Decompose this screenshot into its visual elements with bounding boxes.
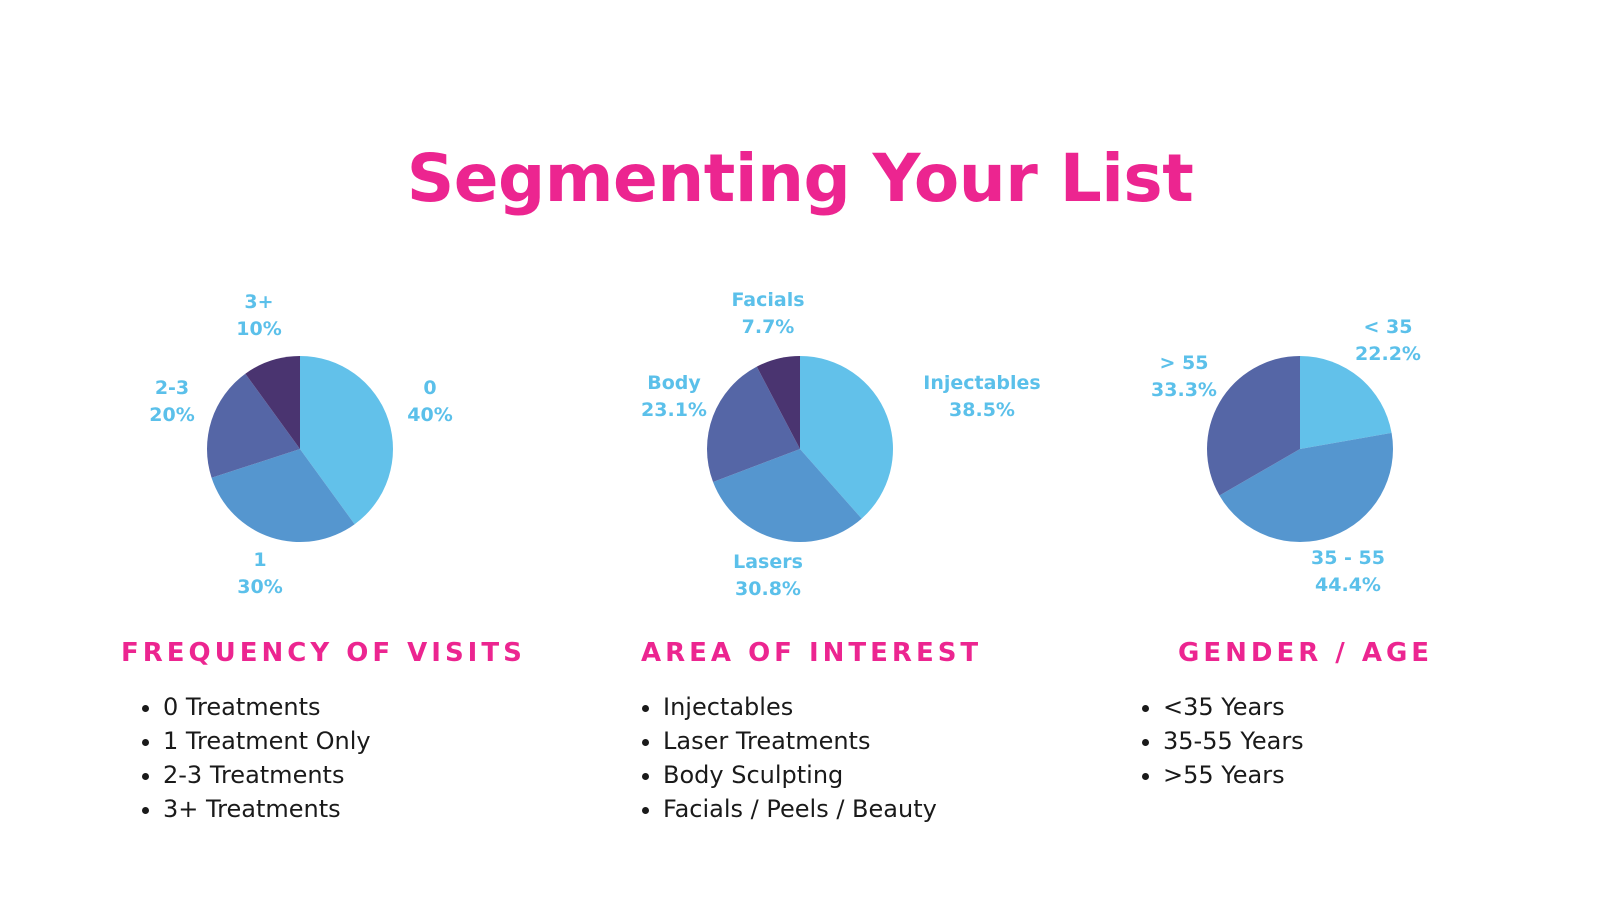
pie-slice-0-1 bbox=[211, 449, 355, 543]
pie-slice-1-0 bbox=[800, 356, 893, 519]
pie-slice-2-1 bbox=[1219, 432, 1394, 543]
slice-category-label: Facials bbox=[731, 289, 804, 311]
list-frequency: 0 Treatments 1 Treatment Only 2-3 Treatm… bbox=[139, 690, 371, 826]
pie-slice-0-3 bbox=[245, 356, 300, 449]
slice-category-label: > 55 bbox=[1160, 352, 1209, 374]
list-item: <35 Years bbox=[1163, 690, 1304, 724]
slice-label-2-2: > 55 33.3% bbox=[1151, 352, 1217, 401]
pie-slice-0-2 bbox=[206, 373, 300, 478]
section-heading-gender-age: GENDER / AGE bbox=[1178, 638, 1434, 668]
slice-category-label: Lasers bbox=[733, 551, 803, 573]
slice-percent-label: 10% bbox=[236, 318, 281, 340]
pie-chart-frequency: 0 40%1 30%2-3 20%3+ 10% bbox=[149, 291, 452, 598]
slice-percent-label: 22.2% bbox=[1355, 343, 1421, 365]
slice-category-label: Injectables bbox=[923, 372, 1040, 394]
slice-percent-label: 7.7% bbox=[742, 316, 795, 338]
slice-label-0-2: 2-3 20% bbox=[149, 377, 194, 426]
list-item: Body Sculpting bbox=[663, 758, 937, 792]
slice-category-label: 3+ bbox=[244, 291, 273, 313]
slice-percent-label: 30% bbox=[237, 576, 282, 598]
slice-label-2-1: 35 - 55 44.4% bbox=[1311, 547, 1385, 596]
slice-percent-label: 23.1% bbox=[641, 399, 707, 421]
list-item: 35-55 Years bbox=[1163, 724, 1304, 758]
slice-category-label: 0 bbox=[423, 377, 436, 399]
section-heading-area: AREA OF INTEREST bbox=[641, 638, 983, 668]
pie-slice-1-1 bbox=[713, 449, 862, 543]
list-item: 3+ Treatments bbox=[163, 792, 371, 826]
pie-slice-0-0 bbox=[300, 356, 393, 525]
list-gender-age: <35 Years 35-55 Years >55 Years bbox=[1139, 690, 1304, 792]
slice-category-label: Body bbox=[647, 372, 701, 394]
slice-label-1-3: Facials 7.7% bbox=[731, 289, 804, 338]
pie-slice-1-2 bbox=[706, 366, 800, 482]
list-area: Injectables Laser Treatments Body Sculpt… bbox=[639, 690, 937, 826]
slice-percent-label: 30.8% bbox=[735, 578, 801, 600]
list-item: 1 Treatment Only bbox=[163, 724, 371, 758]
slice-percent-label: 33.3% bbox=[1151, 379, 1217, 401]
slice-label-0-3: 3+ 10% bbox=[236, 291, 281, 340]
slice-label-0-1: 1 30% bbox=[237, 549, 282, 598]
slice-category-label: 1 bbox=[253, 549, 266, 571]
pie-chart-area-of-interest: Injectables 38.5% Lasers 30.8% Body 23.1% Faci… bbox=[641, 289, 1041, 600]
section-heading-frequency: FREQUENCY OF VISITS bbox=[121, 638, 526, 668]
slice-percent-label: 38.5% bbox=[949, 399, 1015, 421]
pie-slice-2-0 bbox=[1300, 356, 1392, 449]
list-item: Facials / Peels / Beauty bbox=[663, 792, 937, 826]
pie-chart-gender-age: < 35 22.2% 35 - 55 44.4% > 55 33.3% bbox=[1151, 316, 1421, 596]
slice-percent-label: 44.4% bbox=[1315, 574, 1381, 596]
pie-slice-1-3 bbox=[756, 355, 800, 449]
slice-category-label: 2-3 bbox=[155, 377, 189, 399]
slice-percent-label: 20% bbox=[149, 404, 194, 426]
page-title: Segmenting Your List bbox=[406, 140, 1194, 217]
list-item: 0 Treatments bbox=[163, 690, 371, 724]
list-item: Laser Treatments bbox=[663, 724, 937, 758]
list-item: >55 Years bbox=[1163, 758, 1304, 792]
slice-label-1-2: Body 23.1% bbox=[641, 372, 707, 421]
slice-category-label: < 35 bbox=[1364, 316, 1413, 338]
slice-label-1-0: Injectables 38.5% bbox=[923, 372, 1040, 421]
slice-category-label: 35 - 55 bbox=[1311, 547, 1385, 569]
slice-percent-label: 40% bbox=[407, 404, 452, 426]
slice-label-1-1: Lasers 30.8% bbox=[733, 551, 803, 600]
slice-label-0-0: 0 40% bbox=[407, 377, 452, 426]
list-item: Injectables bbox=[663, 690, 937, 724]
slice-label-2-0: < 35 22.2% bbox=[1355, 316, 1421, 365]
pie-slice-2-2 bbox=[1207, 356, 1300, 496]
list-item: 2-3 Treatments bbox=[163, 758, 371, 792]
